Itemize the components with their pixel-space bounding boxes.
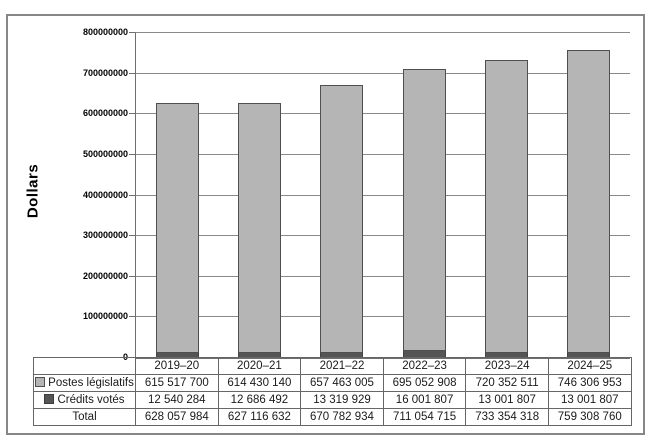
gridline [136, 316, 630, 318]
y-tick-mark [129, 275, 135, 277]
value-cell: 711 054 715 [382, 408, 467, 426]
gridline [136, 275, 630, 277]
value-cell: 12 686 492 [217, 391, 302, 409]
value-cell: 16 001 807 [382, 391, 467, 409]
bar-segment-postes-legislatifs [155, 102, 199, 353]
y-axis-title: Dollars [24, 163, 42, 219]
value-cell: 12 540 284 [135, 391, 219, 409]
legend-square-dark-icon [44, 394, 55, 404]
value-cell: 733 354 318 [465, 408, 549, 426]
year-header-cell: 2019–20 [135, 357, 219, 375]
y-tick-label: 800000000 [82, 27, 128, 37]
bar-segment-postes-legislatifs [485, 60, 528, 353]
y-tick-mark [129, 153, 135, 155]
value-cell: 746 306 953 [547, 374, 632, 392]
legend-square-light-icon [35, 377, 46, 387]
y-tick-mark [129, 113, 135, 115]
year-header-cell: 2021–22 [300, 357, 384, 375]
value-cell: 13 319 929 [300, 391, 384, 409]
row-label-cell: Postes législatifs [33, 374, 136, 392]
y-tick-label: 400000000 [82, 189, 128, 200]
value-cell: 628 057 984 [135, 408, 219, 426]
value-cell: 657 463 005 [300, 374, 384, 392]
row-label: Postes législatifs [48, 377, 134, 389]
y-tick-label: 200000000 [82, 270, 128, 281]
y-tick-mark [129, 235, 135, 237]
row-label: Crédits votés [57, 394, 125, 406]
year-header-cell: 2024–25 [547, 357, 632, 375]
bar-segment-postes-legislatifs [238, 103, 281, 353]
year-header-cell: 2022–23 [382, 357, 467, 375]
y-tick-mark [129, 194, 135, 196]
y-tick-mark [129, 32, 135, 33]
y-tick-mark [129, 72, 135, 74]
value-cell: 627 116 632 [217, 408, 302, 426]
y-tick-mark [129, 316, 135, 318]
data-table: 2019–20 2020–21 2021–22 2022–23 2023–24 … [33, 357, 632, 426]
gridline [136, 153, 630, 155]
bar-segment-postes-legislatifs [402, 69, 446, 352]
value-cell: 13 001 807 [547, 391, 632, 409]
row-label: Total [72, 411, 97, 423]
y-tick-label: 700000000 [82, 67, 128, 78]
y-tick-label: 300000000 [82, 230, 128, 241]
value-cell: 759 308 760 [547, 408, 632, 426]
table-row-years: 2019–20 2020–21 2021–22 2022–23 2023–24 … [33, 357, 632, 375]
value-cell: 670 782 934 [300, 408, 384, 426]
gridline [136, 72, 630, 74]
row-label-cell: Total [33, 408, 136, 426]
y-tick-label: 500000000 [82, 148, 128, 159]
year-header-cell: 2020–21 [217, 357, 302, 375]
value-cell: 615 517 700 [135, 374, 219, 392]
bar-segment-postes-legislatifs [320, 85, 364, 353]
y-axis-labels: 0 100000000 200000000 300000000 400000000 500… [58, 27, 128, 362]
bar-segment-postes-legislatifs [567, 49, 611, 353]
table-row-total: Total 628 057 984 627 116 632 670 782 93… [33, 408, 632, 426]
value-cell: 13 001 807 [465, 391, 549, 409]
table-row-postes-legislatifs: Postes législatifs 615 517 700 614 430 1… [33, 374, 632, 392]
year-header-cell: 2023–24 [465, 357, 549, 375]
value-cell: 614 430 140 [217, 374, 302, 392]
plot-area [135, 32, 630, 359]
y-tick-label: 600000000 [82, 108, 128, 119]
value-cell: 695 052 908 [382, 374, 467, 392]
corner-cell [33, 357, 136, 375]
gridline [136, 194, 630, 196]
y-tick-label: 100000000 [82, 311, 128, 322]
gridline [136, 113, 630, 115]
value-cell: 720 352 511 [465, 374, 549, 392]
row-label-cell: Crédits votés [33, 391, 136, 409]
table-row-credits-votes: Crédits votés 12 540 284 12 686 492 13 3… [33, 391, 632, 409]
gridline [136, 235, 630, 237]
